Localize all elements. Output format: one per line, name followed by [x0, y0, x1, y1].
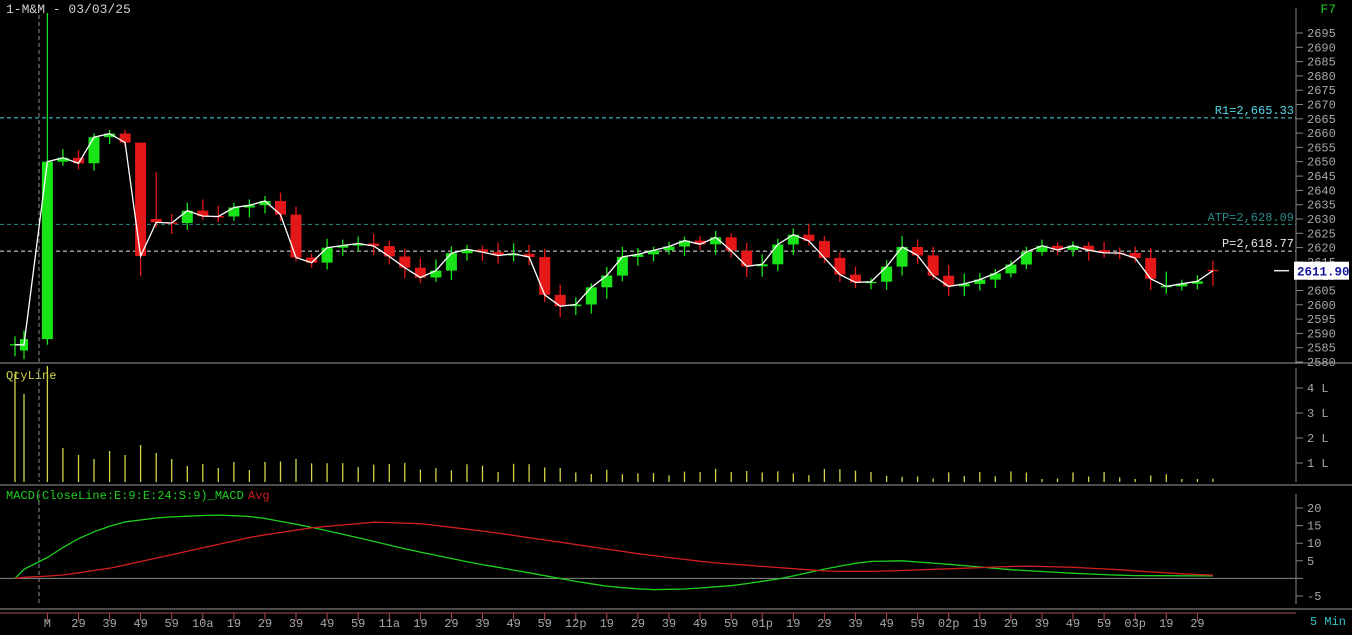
svg-text:2675: 2675	[1307, 84, 1336, 98]
svg-text:QtyLine: QtyLine	[6, 369, 56, 383]
svg-text:29: 29	[444, 617, 458, 631]
svg-text:5: 5	[1307, 555, 1314, 569]
svg-text:59: 59	[164, 617, 178, 631]
svg-text:2595: 2595	[1307, 313, 1336, 327]
svg-text:01p: 01p	[751, 617, 773, 631]
svg-text:2600: 2600	[1307, 299, 1336, 313]
svg-text:29: 29	[71, 617, 85, 631]
svg-text:2640: 2640	[1307, 184, 1336, 198]
svg-text:19: 19	[227, 617, 241, 631]
svg-text:11a: 11a	[378, 617, 400, 631]
svg-text:2605: 2605	[1307, 285, 1336, 299]
svg-text:2660: 2660	[1307, 127, 1336, 141]
svg-text:4 L: 4 L	[1307, 382, 1329, 396]
svg-text:2685: 2685	[1307, 56, 1336, 70]
svg-text:P=2,618.77: P=2,618.77	[1222, 237, 1294, 251]
svg-text:2611.90: 2611.90	[1297, 266, 1350, 280]
svg-text:2625: 2625	[1307, 227, 1336, 241]
svg-text:49: 49	[506, 617, 520, 631]
svg-text:MACD(CloseLine:E:9:E:24:S:9)_M: MACD(CloseLine:E:9:E:24:S:9)_MACD	[6, 489, 244, 503]
svg-text:39: 39	[289, 617, 303, 631]
svg-text:-5: -5	[1307, 590, 1321, 604]
svg-text:1-M&M - 03/03/25: 1-M&M - 03/03/25	[6, 2, 131, 17]
svg-text:2680: 2680	[1307, 70, 1336, 84]
svg-text:59: 59	[1097, 617, 1111, 631]
svg-text:59: 59	[351, 617, 365, 631]
svg-text:15: 15	[1307, 520, 1321, 534]
svg-text:59: 59	[724, 617, 738, 631]
svg-text:2645: 2645	[1307, 170, 1336, 184]
svg-text:19: 19	[973, 617, 987, 631]
svg-text:29: 29	[1190, 617, 1204, 631]
svg-text:49: 49	[133, 617, 147, 631]
svg-text:39: 39	[475, 617, 489, 631]
svg-text:12p: 12p	[565, 617, 587, 631]
svg-text:39: 39	[662, 617, 676, 631]
svg-text:39: 39	[102, 617, 116, 631]
svg-text:R1=2,665.33: R1=2,665.33	[1215, 104, 1294, 118]
svg-text:29: 29	[1004, 617, 1018, 631]
svg-text:39: 39	[848, 617, 862, 631]
svg-text:49: 49	[1066, 617, 1080, 631]
svg-text:1 L: 1 L	[1307, 457, 1329, 471]
svg-text:F7: F7	[1320, 2, 1336, 17]
svg-text:29: 29	[258, 617, 272, 631]
svg-text:2665: 2665	[1307, 113, 1336, 127]
svg-text:02p: 02p	[938, 617, 960, 631]
svg-text:19: 19	[1159, 617, 1173, 631]
svg-text:49: 49	[879, 617, 893, 631]
svg-text:2630: 2630	[1307, 213, 1336, 227]
svg-text:03p: 03p	[1124, 617, 1146, 631]
svg-text:M: M	[44, 617, 51, 631]
svg-text:10a: 10a	[192, 617, 214, 631]
svg-text:19: 19	[600, 617, 614, 631]
svg-text:ATP=2,628.09: ATP=2,628.09	[1208, 211, 1294, 225]
svg-text:2650: 2650	[1307, 156, 1336, 170]
svg-text:2635: 2635	[1307, 199, 1336, 213]
svg-text:2670: 2670	[1307, 99, 1336, 113]
svg-text:2695: 2695	[1307, 27, 1336, 41]
svg-text:49: 49	[693, 617, 707, 631]
svg-text:59: 59	[910, 617, 924, 631]
svg-text:2585: 2585	[1307, 342, 1336, 356]
svg-text:49: 49	[320, 617, 334, 631]
svg-text:2590: 2590	[1307, 327, 1336, 341]
svg-text:3 L: 3 L	[1307, 407, 1329, 421]
svg-text:Avg: Avg	[248, 489, 270, 503]
svg-text:39: 39	[1035, 617, 1049, 631]
svg-text:20: 20	[1307, 502, 1321, 516]
svg-text:2690: 2690	[1307, 41, 1336, 55]
svg-text:10: 10	[1307, 537, 1321, 551]
svg-text:29: 29	[817, 617, 831, 631]
svg-text:29: 29	[631, 617, 645, 631]
svg-text:2620: 2620	[1307, 242, 1336, 256]
svg-text:19: 19	[786, 617, 800, 631]
svg-text:2 L: 2 L	[1307, 432, 1329, 446]
svg-text:2655: 2655	[1307, 141, 1336, 155]
svg-text:5 Min: 5 Min	[1310, 615, 1346, 629]
svg-text:19: 19	[413, 617, 427, 631]
svg-text:59: 59	[537, 617, 551, 631]
